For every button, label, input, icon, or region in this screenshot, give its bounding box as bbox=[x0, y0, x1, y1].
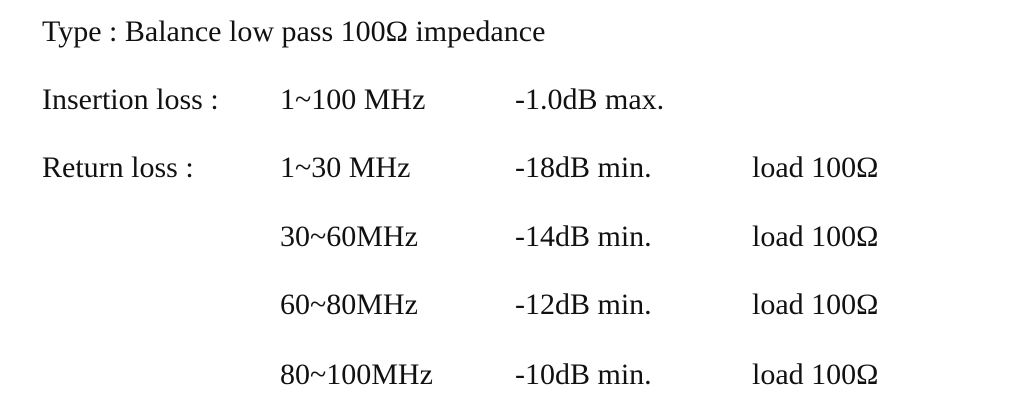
load: load 100Ω bbox=[752, 288, 879, 321]
return-loss-value: -18dB min. bbox=[515, 151, 652, 184]
return-loss-value: -12dB min. bbox=[515, 288, 652, 321]
insertion-loss-label: Insertion loss : bbox=[42, 83, 219, 116]
load: load 100Ω bbox=[752, 151, 879, 184]
frequency-range: 1~30 MHz bbox=[280, 151, 411, 184]
insertion-loss-range: 1~100 MHz bbox=[280, 83, 426, 116]
return-loss-value: -14dB min. bbox=[515, 220, 652, 253]
frequency-range: 60~80MHz bbox=[280, 288, 418, 321]
load: load 100Ω bbox=[752, 220, 879, 253]
return-loss-label: Return loss : bbox=[42, 151, 194, 184]
return-loss-value: -10dB min. bbox=[515, 358, 652, 391]
frequency-range: 30~60MHz bbox=[280, 220, 418, 253]
type-line: Type : Balance low pass 100Ω impedance bbox=[42, 15, 546, 48]
load: load 100Ω bbox=[752, 358, 879, 391]
insertion-loss-value: -1.0dB max. bbox=[515, 83, 665, 116]
frequency-range: 80~100MHz bbox=[280, 358, 433, 391]
